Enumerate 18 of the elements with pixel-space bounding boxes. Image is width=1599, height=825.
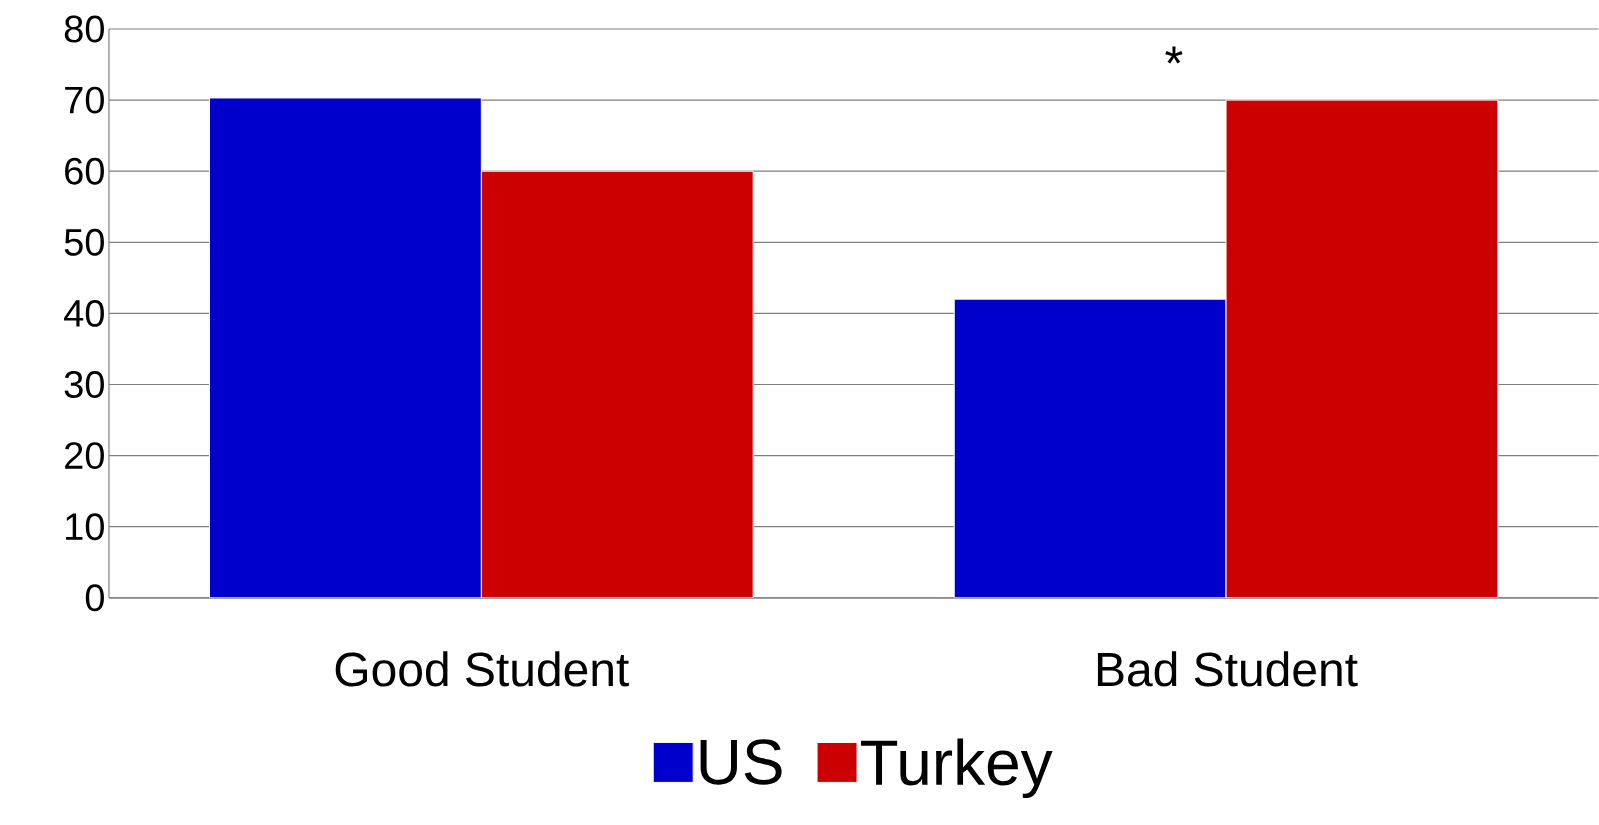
bar — [953, 298, 1227, 598]
y-tick-label: 80 — [64, 15, 104, 43]
y-tick-label: 30 — [64, 371, 104, 399]
y-tick-label: 0 — [85, 584, 104, 612]
y-tick-label: 50 — [64, 228, 104, 256]
y-tick-label: 10 — [66, 513, 104, 541]
bar — [209, 97, 482, 598]
x-tick-label: Bad Student — [1097, 651, 1358, 687]
bar — [480, 170, 754, 598]
legend-label: US — [700, 739, 782, 785]
y-tick-label: 20 — [65, 442, 104, 470]
x-tick-label: Good Student — [335, 651, 629, 687]
annotation: * — [1165, 46, 1183, 64]
legend-label: Turkey — [860, 738, 1053, 799]
bar — [1225, 99, 1499, 598]
y-tick-label: 60 — [65, 157, 104, 185]
y-tick-label: 70 — [65, 86, 104, 114]
y-tick-label: 40 — [64, 300, 104, 327]
